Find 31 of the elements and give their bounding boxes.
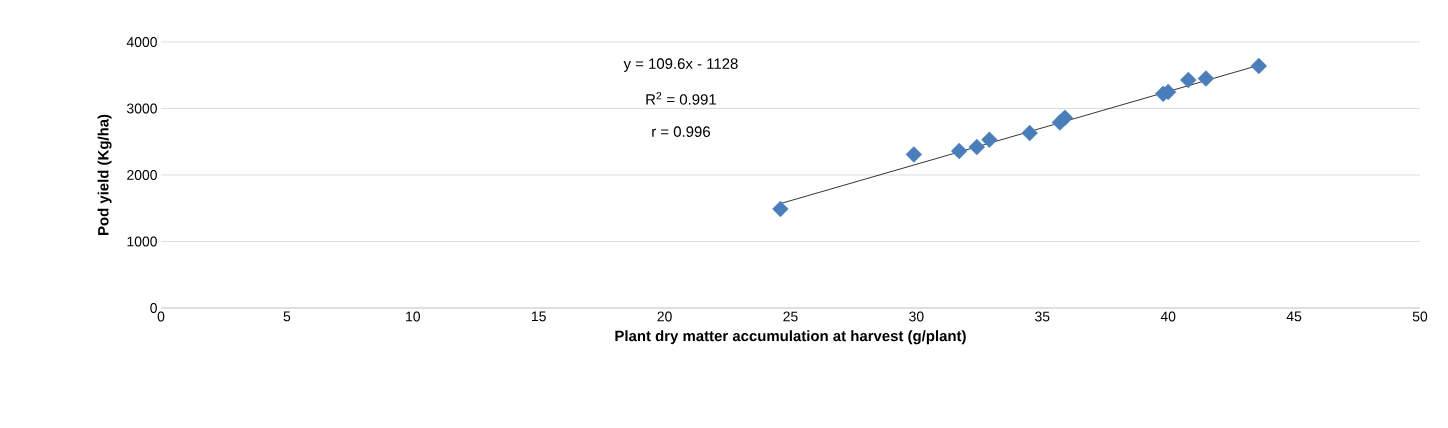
annotation: y = 109.6x - 1128 <box>623 58 738 72</box>
y-tick-label: 4000 <box>126 37 157 47</box>
x-tick-label: 40 <box>1160 311 1176 322</box>
y-tick-label: 3000 <box>126 103 157 114</box>
x-tick-label: 35 <box>1035 311 1050 322</box>
y-axis-title: Pod yield (Kg/ha) <box>97 114 112 236</box>
y-tick-label: 2000 <box>127 170 157 180</box>
annotation: r = 0.996 <box>652 126 710 137</box>
point <box>1180 71 1197 89</box>
x-tick-label: 10 <box>406 311 421 322</box>
point <box>1250 57 1267 75</box>
x-tick-label: 25 <box>783 311 798 322</box>
y-tick-label: 0 <box>150 303 157 313</box>
point <box>1021 124 1038 142</box>
point <box>772 200 789 218</box>
point <box>951 142 968 160</box>
x-tick-label: 20 <box>657 311 672 322</box>
point <box>968 138 985 156</box>
point <box>905 146 923 163</box>
y-tick-label: 1000 <box>127 236 157 247</box>
x-axis-title: Plant dry matter accumulation at harvest (g/plant) <box>615 330 966 345</box>
x-tick-label: 45 <box>1286 311 1302 322</box>
point <box>981 131 998 148</box>
point <box>1197 70 1215 87</box>
x-tick-label: 5 <box>283 311 291 322</box>
x-tick-label: 15 <box>531 311 546 322</box>
x-tick-label: 30 <box>909 311 924 322</box>
annotation: R$^{2}$ = 0.991 <box>646 92 716 105</box>
x-tick-label: 50 <box>1412 311 1428 322</box>
point <box>1056 109 1074 127</box>
x-tick-label: 0 <box>157 311 165 322</box>
